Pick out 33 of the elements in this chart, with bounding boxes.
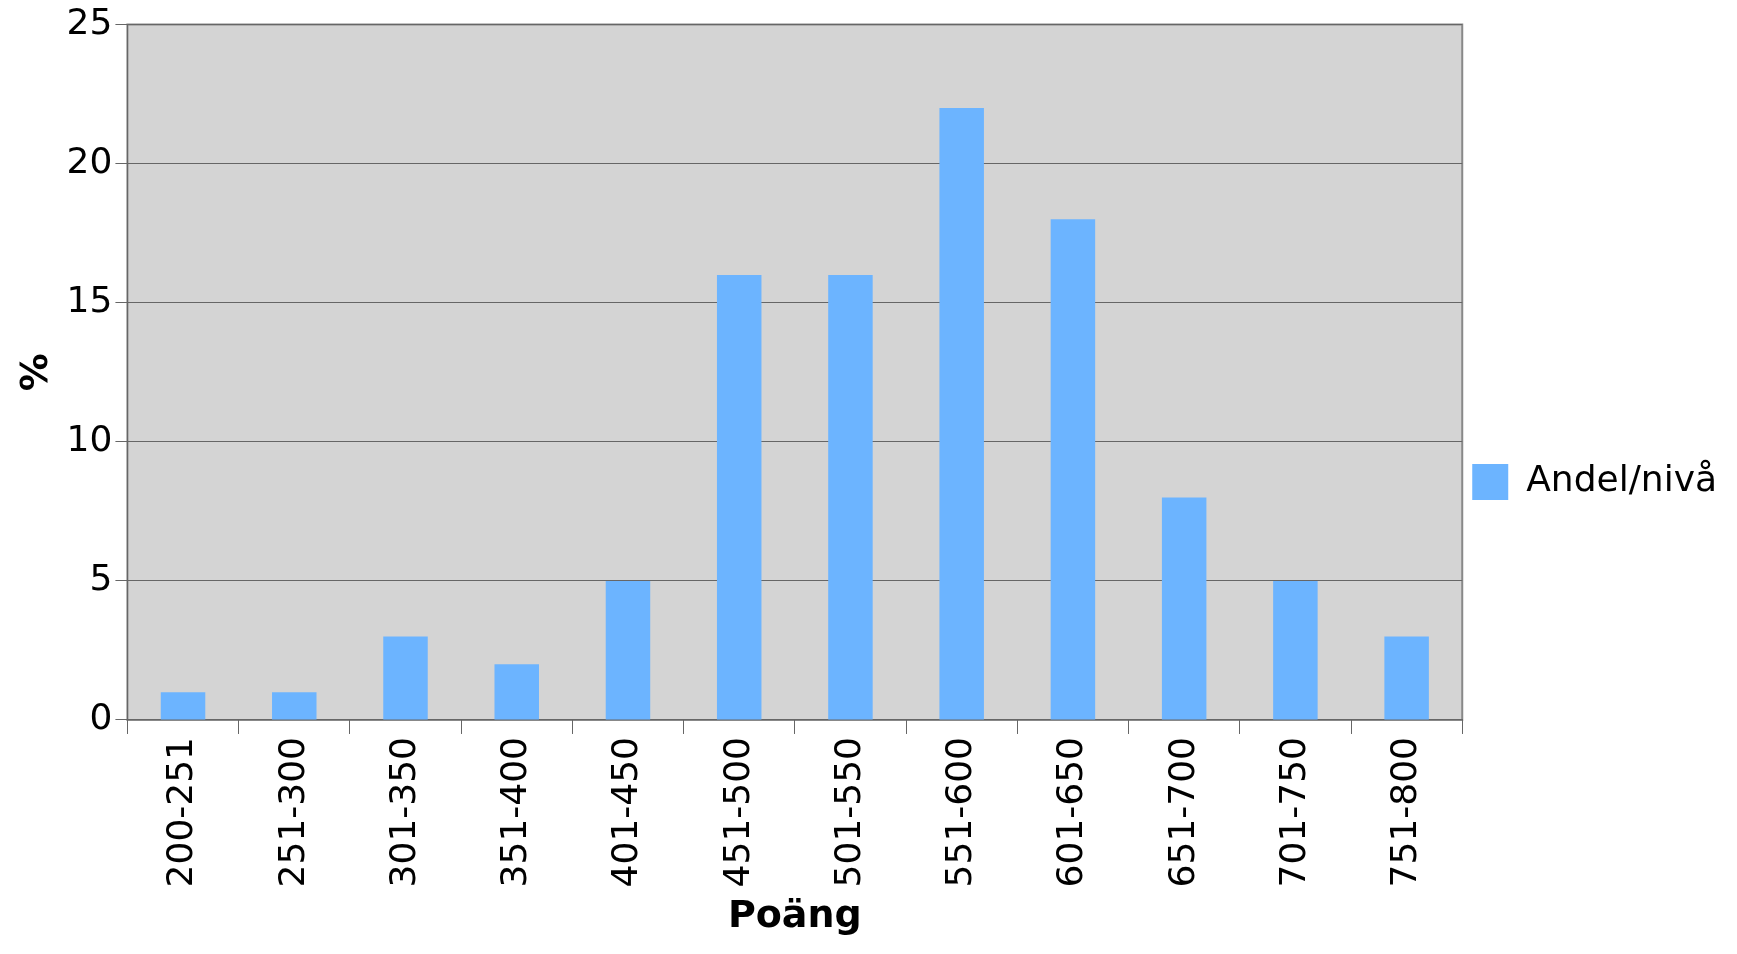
x-tick-label: 701-750 — [1271, 736, 1313, 888]
x-axis-title: Poäng — [727, 892, 862, 937]
bar — [383, 636, 428, 720]
y-tick-label: 15 — [66, 279, 113, 321]
y-tick-label: 20 — [66, 140, 113, 182]
bar — [1050, 219, 1096, 720]
bar — [272, 692, 317, 720]
legend-label: Andel/nivå — [1526, 458, 1718, 500]
bar — [1384, 636, 1429, 720]
x-tick-label: 351-400 — [493, 736, 535, 888]
bar — [160, 692, 206, 720]
x-tick-label: 301-350 — [381, 736, 423, 888]
y-tick-label: 25 — [66, 0, 113, 42]
x-tick-label: 551-600 — [938, 736, 980, 888]
bar — [716, 274, 762, 720]
x-tick-label: 251-300 — [270, 736, 312, 888]
y-tick-label: 0 — [89, 696, 113, 738]
x-tick-label: 401-450 — [604, 736, 646, 888]
y-tick-label: 10 — [66, 418, 113, 460]
bar — [1273, 580, 1318, 720]
y-tick-label: 5 — [89, 557, 113, 599]
bar — [828, 274, 873, 720]
x-tick-label: 601-650 — [1049, 736, 1091, 888]
x-tick-label: 651-700 — [1160, 736, 1202, 888]
bar — [1161, 497, 1207, 720]
bar — [939, 108, 984, 720]
x-tick-label: 451-500 — [715, 736, 757, 888]
x-tick-label: 751-800 — [1382, 736, 1424, 888]
y-axis-title: % — [11, 353, 56, 392]
bar — [494, 664, 539, 720]
bar — [605, 580, 651, 720]
x-tick-label: 501-550 — [826, 736, 868, 888]
x-tick-label: 200-251 — [159, 736, 201, 888]
